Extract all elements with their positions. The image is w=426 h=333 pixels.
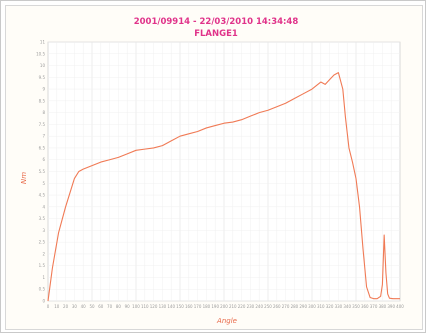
x-tick-label: 50: [89, 304, 95, 309]
x-tick-label: 170: [194, 304, 202, 309]
y-tick-label: 3: [42, 228, 45, 233]
x-tick-label: 130: [159, 304, 167, 309]
y-tick-label: 5.5: [39, 169, 46, 174]
x-tick-label: 310: [317, 304, 325, 309]
y-tick-label: 3.5: [39, 216, 46, 221]
y-tick-label: 0: [42, 299, 45, 304]
x-tick-label: 100: [132, 304, 140, 309]
y-tick-label: 0.5: [39, 287, 46, 292]
x-tick-label: 320: [326, 304, 334, 309]
x-axis-label: Angle: [216, 317, 237, 325]
y-tick-label: 6.5: [39, 145, 46, 150]
x-tick-label: 210: [229, 304, 237, 309]
x-tick-label: 340: [343, 304, 351, 309]
x-tick-label: 90: [125, 304, 131, 309]
grid: [47, 41, 401, 302]
x-tick-label: 300: [308, 304, 316, 309]
y-tick-label: 10: [40, 63, 46, 68]
x-tick-label: 350: [352, 304, 360, 309]
series-line: [47, 72, 400, 302]
chart-title: 2001/09914 - 22/03/2010 14:34:48: [134, 17, 299, 27]
x-tick-label: 140: [167, 304, 175, 309]
x-tick-label: 20: [63, 304, 69, 309]
y-tick-label: 5: [42, 181, 45, 186]
tick-labels: 0 0.5 1 1.5 2 2.5 3 3.5 4 4.5 5 5.5 6 6.5 7 7.5 8 8.5 9 9.5…: [36, 40, 404, 310]
x-tick-label: 380: [379, 304, 387, 309]
y-axis-label: Nm: [20, 172, 28, 184]
x-tick-label: 80: [116, 304, 122, 309]
x-tick-label: 180: [203, 304, 211, 309]
y-tick-label: 10.5: [36, 51, 45, 56]
x-tick-label: 240: [255, 304, 263, 309]
y-tick-label: 1: [42, 275, 45, 280]
x-tick-label: 270: [282, 304, 290, 309]
x-tick-label: 250: [264, 304, 272, 309]
x-tick-label: 260: [273, 304, 281, 309]
x-tick-label: 220: [238, 304, 246, 309]
x-tick-label: 110: [141, 304, 149, 309]
y-tick-label: 4: [42, 204, 45, 209]
y-tick-label: 2.5: [39, 240, 46, 245]
x-tick-label: 290: [299, 304, 307, 309]
y-tick-label: 11: [40, 40, 46, 45]
chart-panel: 2001/09914 - 22/03/2010 14:34:48 FLANGE1…: [5, 5, 423, 330]
x-tick-label: 70: [107, 304, 113, 309]
y-tick-label: 8: [42, 110, 45, 115]
y-tick-label: 9.5: [39, 75, 46, 80]
x-tick-label: 330: [335, 304, 343, 309]
x-tick-label: 10: [54, 304, 60, 309]
x-tick-label: 200: [220, 304, 228, 309]
y-tick-label: 2: [42, 251, 45, 256]
line-chart: 2001/09914 - 22/03/2010 14:34:48 FLANGE1…: [20, 17, 404, 325]
x-tick-label: 280: [291, 304, 299, 309]
chart-subtitle: FLANGE1: [194, 29, 238, 39]
x-tick-label: 230: [247, 304, 255, 309]
x-tick-label: 400: [396, 304, 404, 309]
x-tick-label: 370: [370, 304, 378, 309]
y-tick-label: 4.5: [39, 193, 46, 198]
x-tick-label: 390: [387, 304, 395, 309]
x-tick-label: 120: [150, 304, 158, 309]
x-tick-label: 160: [185, 304, 193, 309]
y-tick-label: 7.5: [39, 122, 46, 127]
x-tick-label: 150: [176, 304, 184, 309]
x-tick-label: 190: [211, 304, 219, 309]
y-tick-label: 8.5: [39, 98, 46, 103]
y-tick-label: 6: [42, 157, 45, 162]
y-tick-label: 1.5: [39, 263, 46, 268]
x-tick-label: 30: [72, 304, 78, 309]
x-tick-label: 40: [81, 304, 87, 309]
x-tick-label: 0: [47, 304, 50, 309]
x-tick-label: 60: [98, 304, 104, 309]
y-tick-label: 9: [42, 87, 45, 92]
x-tick-label: 360: [361, 304, 369, 309]
y-tick-label: 7: [42, 134, 45, 139]
